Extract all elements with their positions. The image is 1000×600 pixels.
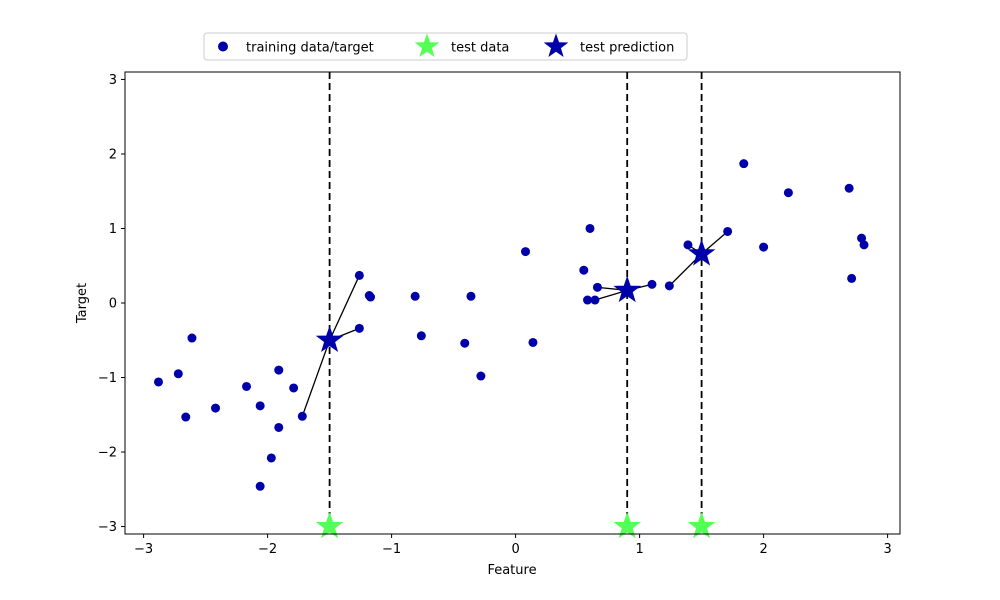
test-prediction-star [687, 239, 716, 266]
training-point [585, 223, 595, 233]
training-point [592, 282, 602, 292]
test-data-star [687, 512, 716, 539]
training-point [583, 295, 593, 305]
training-point [255, 401, 265, 411]
legend-label-test: test data [451, 41, 509, 56]
axes-frame [124, 71, 901, 535]
y-tick-label: −2 [98, 446, 117, 461]
training-point [847, 273, 857, 283]
y-tick-label: −3 [98, 520, 117, 535]
x-tick-label: −3 [134, 542, 153, 557]
training-point [739, 159, 749, 169]
training-point [266, 453, 276, 463]
x-tick-label: 0 [511, 542, 519, 557]
training-point [297, 411, 307, 421]
training-point [366, 292, 376, 302]
y-tick-label: 3 [109, 73, 117, 88]
training-point [476, 371, 486, 381]
training-point [664, 281, 674, 291]
training-point [859, 240, 869, 250]
training-point [211, 403, 221, 413]
test-data-star [613, 512, 642, 539]
legend-box [203, 32, 688, 61]
training-point [647, 279, 657, 289]
x-ticks: −3 −2 −1 0 1 2 3 [134, 534, 892, 557]
y-tick-label: 0 [109, 297, 117, 312]
training-point [242, 381, 252, 391]
training-point [683, 240, 693, 250]
training-point [255, 481, 265, 491]
training-point [173, 369, 183, 379]
training-point [521, 247, 531, 257]
training-point [274, 365, 284, 375]
neighbor-links [301, 230, 729, 417]
y-axis-label: Target [75, 283, 90, 324]
x-tick-label: 3 [883, 542, 891, 557]
legend: training data/target test data test pred… [203, 32, 688, 61]
training-point [759, 242, 769, 252]
y-ticks: −3 −2 −1 0 1 2 3 [98, 73, 125, 535]
y-tick-label: −1 [98, 371, 117, 386]
test-prediction-star [613, 275, 642, 303]
training-point [410, 291, 420, 301]
legend-label-prediction: test prediction [580, 41, 674, 56]
training-point [354, 323, 364, 333]
test-data-star [315, 512, 344, 539]
training-point [460, 338, 470, 348]
training-point [783, 188, 793, 198]
x-tick-label: 2 [759, 542, 767, 557]
x-tick-label: 1 [635, 542, 643, 557]
training-point [579, 265, 589, 275]
legend-marker-prediction [543, 33, 569, 58]
training-point [187, 333, 197, 343]
legend-marker-training [218, 41, 228, 52]
training-point [274, 422, 284, 432]
training-point [723, 226, 733, 236]
training-point [289, 383, 299, 393]
neighbor-link [329, 275, 360, 341]
training-point [416, 331, 426, 341]
x-tick-label: −1 [382, 542, 401, 557]
training-point [844, 183, 854, 193]
training-point [528, 337, 538, 347]
training-point [181, 412, 191, 422]
test-points [315, 512, 716, 539]
legend-label-training: training data/target [246, 41, 374, 56]
test-vertical-lines [328, 72, 703, 534]
training-point [590, 295, 600, 305]
legend-marker-test [414, 33, 440, 58]
y-tick-label: 1 [109, 222, 117, 237]
x-axis-label: Feature [487, 563, 536, 578]
training-point [153, 377, 163, 387]
training-points [153, 159, 869, 491]
training-point [466, 291, 476, 301]
x-tick-label: −2 [258, 542, 277, 557]
training-point [354, 270, 364, 280]
neighbor-link [301, 340, 331, 417]
prediction-points [315, 239, 716, 353]
y-tick-label: 2 [109, 147, 117, 162]
test-prediction-star [315, 325, 344, 353]
